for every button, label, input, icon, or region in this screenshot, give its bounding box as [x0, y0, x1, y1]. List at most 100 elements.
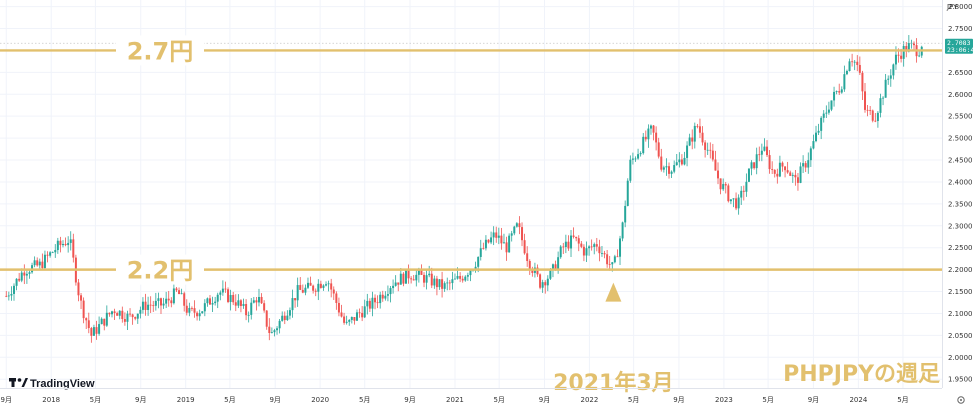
candle-body [670, 171, 673, 174]
candle-body [526, 253, 529, 262]
candle-body [593, 244, 596, 247]
candle-body [642, 136, 645, 154]
candle-body [221, 288, 224, 293]
candle-body [319, 283, 322, 288]
candle-body [374, 297, 377, 303]
candle-body [657, 142, 660, 157]
candle-body [208, 298, 211, 305]
candle-body [508, 235, 511, 253]
candle-body [358, 312, 361, 314]
candle-body [263, 303, 266, 311]
candle-body [889, 75, 892, 79]
x-tick-label: 2020 [311, 396, 329, 404]
candle-body [288, 310, 291, 316]
candle-body [95, 327, 98, 334]
candle-body [306, 282, 309, 288]
candle-body [724, 184, 727, 186]
y-tick-label: 2.6500 [948, 69, 973, 77]
candle-body [737, 197, 740, 209]
candle-body [497, 235, 500, 238]
candle-body [541, 282, 544, 288]
candle-body [188, 307, 191, 313]
candle-body [136, 313, 139, 319]
candle-body [701, 132, 704, 143]
candle-body [804, 163, 807, 168]
candle-body [696, 125, 699, 127]
candle-body [786, 170, 789, 173]
candle-body [265, 310, 268, 327]
marker-date-label: 2021年3月 [553, 370, 674, 396]
candle-body [588, 246, 591, 249]
candle-body [778, 162, 781, 177]
candle-body [214, 301, 217, 304]
x-tick-label: 5月 [90, 396, 101, 404]
candle-body [363, 306, 366, 318]
candle-body [165, 298, 168, 304]
y-tick-label: 2.4000 [948, 178, 973, 186]
candle-body [345, 321, 348, 323]
candle-body [856, 61, 859, 65]
candle-body [572, 235, 575, 237]
candle-body [410, 278, 413, 280]
candle-body [381, 294, 384, 299]
candle-body [435, 278, 438, 288]
candle-body [776, 173, 779, 177]
candle-body [43, 254, 46, 269]
candle-body [505, 242, 508, 253]
candle-body [33, 260, 36, 266]
candle-body [717, 170, 720, 179]
candle-body [784, 166, 787, 171]
candle-body [562, 246, 565, 248]
candle-body [551, 264, 554, 270]
candle-body [740, 190, 743, 198]
y-tick-label: 2.5000 [948, 135, 973, 143]
candle-body [121, 310, 124, 320]
candle-body [5, 295, 8, 297]
y-tick-label: 2.8000 [948, 3, 973, 11]
candle-body [838, 91, 841, 93]
candle-body [159, 298, 162, 306]
candle-body [634, 158, 637, 160]
candle-body [500, 235, 503, 244]
candle-body [766, 146, 769, 156]
candle-body [170, 300, 173, 304]
candle-body [882, 97, 885, 99]
candle-body [523, 240, 526, 254]
candle-body [580, 243, 583, 247]
gear-icon[interactable] [957, 396, 965, 404]
candle-body [753, 162, 756, 169]
candle-body [815, 132, 818, 142]
candle-body [675, 162, 678, 166]
candle-body [59, 240, 62, 246]
candle-body [820, 117, 823, 131]
y-tick-label: 2.3000 [948, 222, 973, 230]
candle-body [729, 199, 732, 202]
candle-body [157, 298, 160, 301]
candle-body [918, 55, 921, 57]
candle-body [41, 261, 44, 269]
candle-body [637, 154, 640, 159]
candle-body [268, 326, 271, 334]
y-tick-label: 2.3500 [948, 200, 973, 208]
candle-body [673, 165, 676, 172]
candle-body [92, 327, 95, 336]
candle-body [69, 239, 72, 243]
candle-body [639, 153, 642, 155]
candle-body [252, 300, 255, 303]
candle-body [368, 300, 371, 309]
candle-body [830, 100, 833, 110]
candle-body [840, 89, 843, 93]
candle-body [711, 150, 714, 160]
candle-body [139, 309, 142, 314]
candle-body [727, 185, 730, 202]
candle-body [239, 300, 242, 306]
candle-body [613, 256, 616, 263]
candle-body [709, 149, 712, 151]
candle-body [12, 285, 15, 294]
candle-body [600, 253, 603, 254]
candle-body [198, 313, 201, 317]
candle-body [869, 110, 872, 111]
candle-body [479, 248, 482, 257]
candle-body [487, 239, 490, 243]
x-tick-label: 9月 [404, 396, 415, 404]
